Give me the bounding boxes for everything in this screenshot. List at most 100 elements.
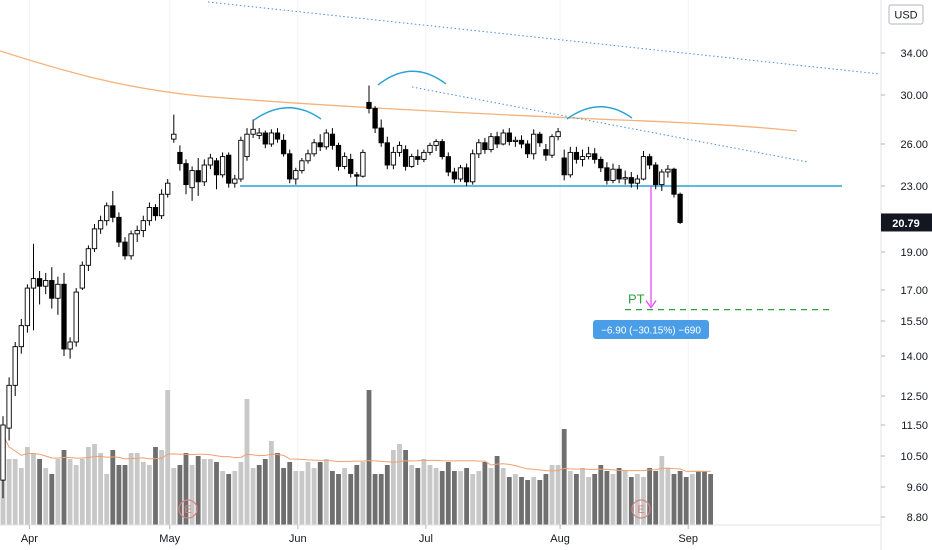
- candle-body: [97, 220, 104, 230]
- volume-moving-average-line: [2, 434, 711, 472]
- candle-body: [677, 193, 683, 223]
- candle-body: [640, 156, 647, 180]
- candle-body: [628, 177, 634, 184]
- time-tick-label: May: [159, 533, 180, 545]
- volume-bar: [342, 468, 347, 525]
- volume-bar: [439, 471, 445, 525]
- volume-bar: [488, 468, 494, 525]
- volume-bar: [55, 459, 61, 525]
- candle-body: [463, 167, 470, 183]
- volume-bar: [513, 474, 518, 525]
- candle-body: [61, 283, 67, 350]
- candle-body: [299, 160, 305, 172]
- volume-bar: [366, 390, 372, 525]
- volume-bar: [43, 468, 49, 525]
- candle-body: [256, 132, 262, 136]
- candle-body: [146, 206, 153, 222]
- candle-body: [110, 205, 116, 218]
- price-axis[interactable]: 34.00 30.00 26.00 23.00 19.00 17.00 15.50 14.00…: [881, 48, 928, 524]
- volume-bar: [336, 474, 341, 525]
- earnings-marker: [178, 499, 198, 519]
- volume-bar: [592, 474, 598, 525]
- volume-bar: [659, 456, 665, 525]
- measure-badge-text: −6.90 (−30.15%) −690: [601, 326, 701, 337]
- candle-body: [524, 143, 531, 155]
- time-axis[interactable]: Apr May Jun Jul Aug Sep: [21, 525, 698, 545]
- price-tick-label: 26.00: [900, 139, 928, 151]
- candle-body: [116, 216, 122, 243]
- candle-body: [12, 346, 18, 386]
- candle-body: [128, 233, 134, 257]
- volume-bar: [262, 459, 268, 525]
- volume-bar: [561, 429, 567, 525]
- candle-body: [158, 193, 165, 217]
- volume-bar: [604, 471, 610, 525]
- volume-bar: [12, 459, 18, 525]
- volume-bar: [647, 468, 652, 525]
- candle-body: [415, 156, 421, 160]
- volume-bar: [49, 474, 55, 525]
- volume-bar: [104, 474, 110, 525]
- last-price-badge: 20.79: [881, 213, 932, 232]
- candle-body: [457, 167, 464, 180]
- volume-bar: [153, 447, 158, 525]
- candle-body: [6, 384, 12, 429]
- candle-body: [384, 142, 390, 166]
- volume-bar: [67, 459, 73, 525]
- volume-bars: [0, 390, 713, 525]
- candle-body: [598, 158, 604, 169]
- price-tick-label: 23.00: [900, 181, 928, 193]
- candle-body: [226, 154, 232, 184]
- candle-body: [378, 127, 384, 144]
- volume-bar: [79, 459, 85, 525]
- earnings-marker-label: E: [637, 504, 644, 516]
- candle-body: [360, 151, 366, 177]
- candle-body: [488, 136, 494, 151]
- candle-body: [494, 136, 500, 145]
- candle-body: [396, 144, 403, 153]
- candle-body: [262, 132, 268, 145]
- candlesticks[interactable]: [0, 85, 683, 499]
- candle-body: [390, 151, 397, 166]
- volume-bar: [397, 444, 402, 525]
- price-tick-label: 19.00: [900, 247, 928, 259]
- last-price-value: 20.79: [892, 218, 920, 230]
- candle-body: [104, 205, 110, 222]
- volume-bar: [409, 465, 415, 525]
- pattern-annotations: [0, 1, 881, 187]
- candle-body: [232, 178, 238, 184]
- price-tick-label: 10.50: [900, 451, 928, 463]
- upper-trendline: [207, 1, 881, 75]
- candle-body: [30, 278, 37, 289]
- candle-body: [238, 139, 244, 180]
- volume-bar: [287, 462, 293, 525]
- volume-bar: [567, 471, 573, 525]
- price-tick-label: 11.50: [901, 420, 928, 432]
- candle-body: [671, 168, 677, 195]
- candle-body: [543, 149, 549, 156]
- candle-body: [537, 133, 543, 144]
- volume-bar: [384, 465, 390, 525]
- volume-bar: [531, 477, 537, 525]
- volume-bar: [494, 456, 500, 525]
- candle-body: [134, 230, 140, 235]
- price-tick-label: 9.60: [907, 482, 928, 494]
- volume-bar: [500, 468, 506, 525]
- plot-area[interactable]: [0, 0, 881, 525]
- volume-bar: [122, 465, 128, 525]
- candle-body: [372, 108, 378, 129]
- currency-selector[interactable]: USD: [888, 4, 924, 25]
- volume-bar: [147, 465, 152, 525]
- volume-bar: [616, 468, 622, 525]
- candle-body: [409, 156, 415, 167]
- candle-body: [91, 228, 98, 250]
- moving-average-line: [0, 50, 798, 132]
- candle-body: [427, 144, 433, 153]
- price-tick-label: 12.50: [900, 391, 928, 403]
- time-tick-label: Aug: [550, 533, 570, 545]
- price-tick-label: 34.00: [900, 48, 928, 60]
- candle-body: [329, 133, 336, 146]
- candle-body: [610, 168, 616, 181]
